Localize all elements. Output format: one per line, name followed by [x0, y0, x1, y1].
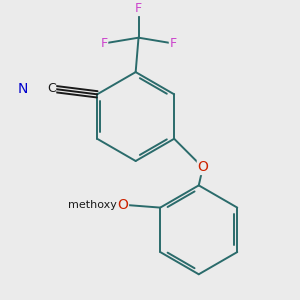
Text: C: C — [47, 82, 56, 95]
Text: F: F — [135, 2, 142, 16]
Text: F: F — [100, 37, 108, 50]
Text: F: F — [169, 37, 176, 50]
Text: O: O — [118, 198, 128, 212]
Text: methoxy: methoxy — [68, 200, 117, 210]
Text: N: N — [17, 82, 28, 96]
Text: O: O — [197, 160, 208, 174]
